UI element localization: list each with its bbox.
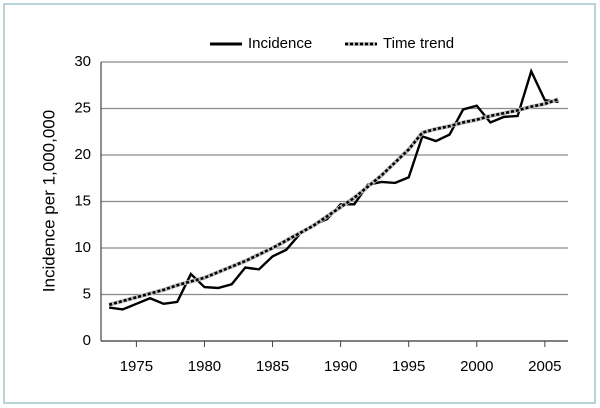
x-tick-label: 1980 [188, 358, 221, 375]
trend-line [108, 97, 559, 306]
y-axis-label: Incidence per 1,000,000 [39, 110, 58, 292]
frame [3, 3, 596, 404]
y-tick-label: 0 [83, 332, 91, 349]
y-tick-label: 5 [83, 285, 91, 302]
x-tick-label: 1975 [120, 358, 153, 375]
x-tick-label: 2005 [528, 358, 561, 375]
x-tick-label: 1985 [256, 358, 289, 375]
y-tick-label: 30 [74, 53, 91, 70]
y-tick-label: 25 [74, 99, 91, 116]
y-tick-label: 15 [74, 192, 91, 209]
y-tick-label: 20 [74, 146, 91, 163]
y-tick-label: 10 [74, 239, 91, 256]
x-tick-label: 1990 [324, 358, 357, 375]
legend-label: Incidence [248, 35, 312, 52]
incidence-line [109, 67, 559, 311]
legend-label: Time trend [383, 35, 454, 52]
x-tick-label: 2000 [460, 358, 493, 375]
x-tick-label: 1995 [392, 358, 425, 375]
